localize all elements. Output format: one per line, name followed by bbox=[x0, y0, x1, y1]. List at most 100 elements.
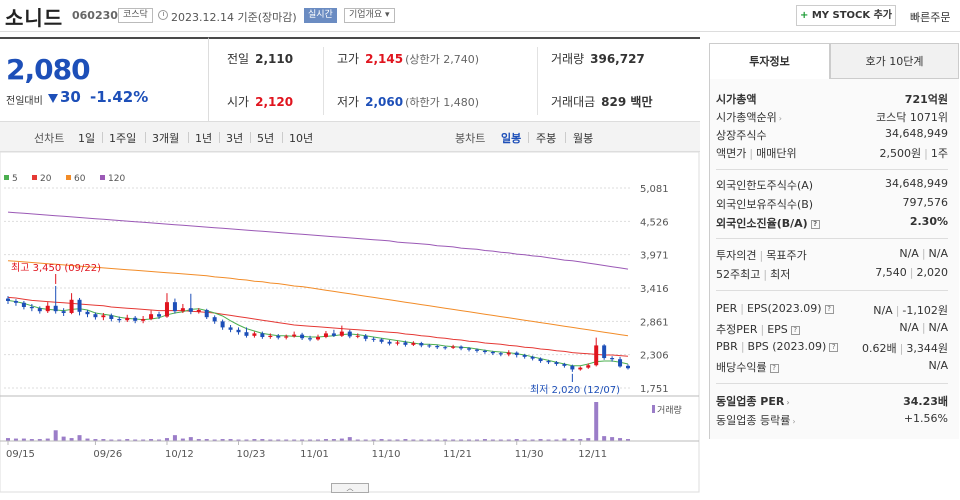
candle-body bbox=[268, 335, 273, 338]
volume-bar bbox=[482, 439, 487, 441]
listed-shares-value: 34,648,949 bbox=[885, 127, 948, 140]
ma20-line bbox=[7, 296, 629, 357]
legend-label: 5 bbox=[12, 174, 18, 184]
legend-label: 120 bbox=[108, 174, 125, 184]
row-dividend: 배당수익률? N/A bbox=[716, 359, 948, 377]
help-icon[interactable]: ? bbox=[790, 326, 800, 335]
stock-code: 060230 bbox=[72, 9, 118, 22]
per-value: N/A bbox=[873, 304, 893, 317]
row-foreign-limit: 외국인한도주식수(A) 34,648,949 bbox=[716, 177, 948, 195]
chart-toolbar: 선차트 1일 1주일 3개월 1년 3년 5년 10년 봉차트 일봉 주봉 월봉 bbox=[0, 121, 700, 152]
row-est-per: 추정PER | EPS? N/A | N/A bbox=[716, 321, 948, 336]
volume-legend-swatch bbox=[652, 405, 655, 413]
volume-bar bbox=[244, 439, 249, 441]
volume-bar bbox=[268, 439, 273, 441]
volume-bar bbox=[467, 439, 472, 441]
candle-body bbox=[371, 338, 376, 340]
market-cap-label: 시가총액 bbox=[716, 93, 757, 106]
legend-label: 20 bbox=[40, 174, 52, 184]
chart-scroll-handle[interactable]: ︿ bbox=[331, 483, 369, 493]
period-10y[interactable]: 10년 bbox=[289, 132, 314, 145]
foreign-hold-label: 외국인보유주식수(B) bbox=[716, 198, 814, 211]
stat-volume: 거래량 396,727 bbox=[551, 50, 645, 67]
volume-bar bbox=[395, 439, 400, 441]
candle-body bbox=[204, 309, 209, 318]
x-tick-label: 11/30 bbox=[515, 449, 544, 460]
volume-bar bbox=[602, 436, 607, 441]
candle-body bbox=[506, 352, 511, 355]
volume-bar bbox=[260, 439, 265, 441]
volume-bar bbox=[626, 439, 630, 441]
candle-weekly[interactable]: 주봉 bbox=[536, 132, 557, 145]
period-3y[interactable]: 3년 bbox=[226, 132, 244, 145]
candle-daily[interactable]: 일봉 bbox=[501, 132, 522, 145]
w52-low-label: 최저 bbox=[770, 268, 791, 281]
period-1d[interactable]: 1일 bbox=[78, 132, 96, 145]
row-market-cap: 시가총액 721억원 bbox=[716, 91, 948, 109]
price-chart-svg[interactable]: 5,081 4,526 3,971 3,416 2,861 2,306 1,751 5 20 60… bbox=[0, 152, 700, 494]
period-1y[interactable]: 1년 bbox=[195, 132, 213, 145]
volume-bar bbox=[490, 439, 495, 441]
est-eps-label: EPS bbox=[767, 323, 788, 336]
row-face-value: 액면가 | 매매단위 2,500원 | 1주 bbox=[716, 147, 948, 160]
help-icon[interactable]: ? bbox=[829, 343, 839, 352]
candle-body bbox=[228, 327, 233, 330]
period-5y[interactable]: 5년 bbox=[257, 132, 275, 145]
foreign-rate-value: 2.30% bbox=[909, 215, 948, 228]
help-icon[interactable]: ? bbox=[810, 220, 820, 229]
stat-low-value: 2,060 bbox=[365, 95, 404, 109]
period-3m[interactable]: 3개월 bbox=[152, 132, 180, 145]
row-opinion: 투자의견 | 목표주가 N/A | N/A bbox=[716, 247, 948, 262]
stat-prev: 전일 2,110 bbox=[227, 50, 293, 67]
candle-body bbox=[427, 345, 432, 347]
x-tick-label: 10/23 bbox=[237, 449, 266, 460]
candle-body bbox=[141, 318, 146, 321]
candle-body bbox=[610, 358, 615, 360]
period-1w[interactable]: 1주일 bbox=[109, 132, 137, 145]
candle-body bbox=[514, 352, 519, 356]
base-date: 2023.12.14 기준(장마감) bbox=[171, 11, 297, 24]
add-mystock-button[interactable]: + MY STOCK 추가 bbox=[796, 5, 896, 26]
volume-bar bbox=[252, 439, 257, 441]
divider bbox=[145, 132, 146, 143]
candle-body bbox=[459, 346, 464, 349]
y-tick-label: 2,861 bbox=[640, 317, 669, 328]
tab-investment-info[interactable]: 투자정보 bbox=[709, 43, 830, 79]
help-icon[interactable]: ? bbox=[824, 305, 834, 314]
x-tick-label: 11/21 bbox=[443, 449, 472, 460]
row-sector-per[interactable]: 동일업종 PER › 34.23배 bbox=[716, 393, 948, 411]
stat-amount-value: 829 백만 bbox=[601, 95, 653, 109]
stat-upper-limit: (상한가 2,740) bbox=[405, 53, 479, 66]
candle-body bbox=[164, 302, 169, 317]
row-sector-rate[interactable]: 동일업종 등락률 › +1.56% bbox=[716, 412, 948, 430]
candle-body bbox=[308, 338, 313, 340]
volume-bar bbox=[164, 438, 169, 441]
candle-body bbox=[474, 349, 479, 351]
row-market-cap-rank[interactable]: 시가총액순위 › 코스닥 1071위 bbox=[716, 109, 948, 127]
tab-order-book[interactable]: 호가 10단계 bbox=[830, 43, 959, 79]
price-chart[interactable]: 5,081 4,526 3,971 3,416 2,861 2,306 1,751 5 20 60… bbox=[0, 152, 700, 494]
candle-body bbox=[435, 346, 440, 348]
candle-body bbox=[45, 305, 50, 312]
candle-body bbox=[172, 302, 177, 312]
market-cap-rank-label: 시가총액순위 bbox=[716, 111, 777, 124]
quick-order-link[interactable]: 빠른주문 bbox=[910, 11, 951, 24]
help-icon[interactable]: ? bbox=[769, 364, 779, 373]
candle-body bbox=[93, 314, 98, 318]
volume-bar bbox=[371, 439, 376, 441]
company-overview-dropdown[interactable]: 기업개요 ▾ bbox=[344, 8, 395, 23]
stat-amount-label: 거래대금 bbox=[551, 95, 596, 109]
volume-bar bbox=[570, 439, 575, 441]
row-per: PER | EPS(2023.09)? N/A | -1,102원 bbox=[716, 302, 948, 317]
candle-body bbox=[602, 345, 607, 359]
realtime-badge[interactable]: 실시간 bbox=[304, 8, 337, 23]
line-chart-label: 선차트 bbox=[34, 132, 65, 145]
eps-label: EPS(2023.09) bbox=[746, 302, 822, 315]
candle-body bbox=[323, 333, 328, 338]
volume-bar bbox=[157, 439, 162, 441]
candle-monthly[interactable]: 월봉 bbox=[573, 132, 594, 145]
candle-body bbox=[284, 336, 289, 338]
pbr-value: 0.62배 bbox=[862, 342, 897, 355]
candle-body bbox=[77, 299, 82, 312]
candle-body bbox=[562, 364, 567, 366]
